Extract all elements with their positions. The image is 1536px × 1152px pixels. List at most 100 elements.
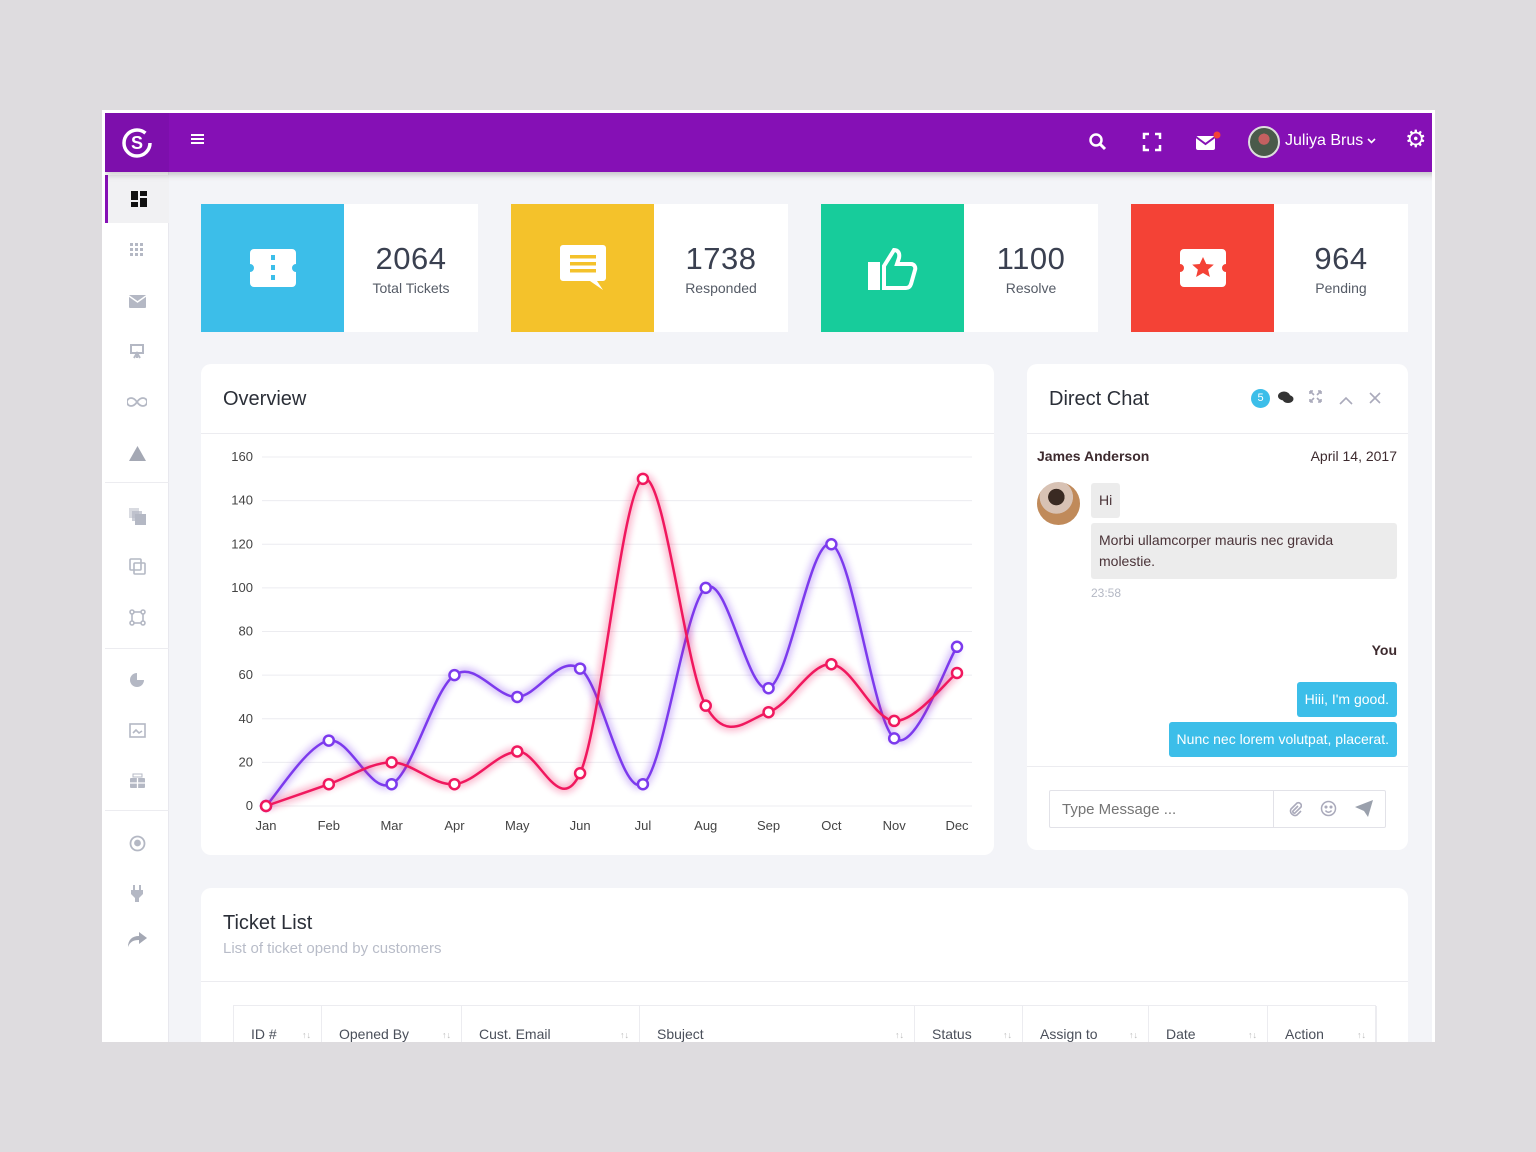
divider xyxy=(201,433,994,434)
data-point xyxy=(448,668,461,682)
y-tick-label: 80 xyxy=(239,624,253,639)
fullscreen-icon[interactable] xyxy=(1142,132,1162,157)
divider xyxy=(1027,433,1408,434)
sort-icon[interactable]: ↑↓ xyxy=(1248,1030,1257,1040)
sort-icon[interactable]: ↑↓ xyxy=(1129,1030,1138,1040)
column-header[interactable]: Status ↑↓ xyxy=(915,1006,1023,1042)
message-icon xyxy=(511,204,654,332)
y-tick-label: 100 xyxy=(231,580,253,595)
direct-chat-card: Direct Chat 5 James Anderson April 14, 2… xyxy=(1027,364,1408,850)
divider xyxy=(201,981,1408,982)
data-point xyxy=(887,714,901,728)
stat-card-pending: 964 Pending xyxy=(1131,204,1408,332)
x-tick-label: Aug xyxy=(694,818,717,833)
widgets-icon[interactable] xyxy=(105,757,169,805)
column-header[interactable]: Action ↑↓ xyxy=(1268,1006,1377,1042)
column-label: Cust. Email xyxy=(479,1026,551,1042)
column-label: Assign to xyxy=(1040,1026,1098,1042)
ticket-icon xyxy=(201,204,344,332)
stat-card-resolve: 1100 Resolve xyxy=(821,204,1098,332)
search-icon[interactable] xyxy=(1088,132,1108,157)
series-glow xyxy=(265,475,959,809)
data-point xyxy=(762,681,775,695)
x-tick-label: Jul xyxy=(635,818,652,833)
copy-icon[interactable] xyxy=(105,542,169,590)
sort-icon[interactable]: ↑↓ xyxy=(302,1030,311,1040)
collapse-icon[interactable] xyxy=(1339,392,1353,410)
plug-icon[interactable] xyxy=(105,869,169,917)
star-ticket-icon xyxy=(1131,204,1274,332)
layers-icon[interactable] xyxy=(105,492,169,540)
x-tick-label: Apr xyxy=(444,818,465,833)
top-bar: S Juliya Brus ⚙ xyxy=(105,113,1432,172)
presentation-icon[interactable] xyxy=(105,327,169,375)
pie-chart-icon[interactable] xyxy=(105,656,169,704)
overview-title: Overview xyxy=(223,388,307,410)
warning-icon[interactable] xyxy=(105,429,169,477)
emoji-icon[interactable] xyxy=(1320,800,1337,822)
user-name[interactable]: Juliya Brus xyxy=(1285,132,1364,149)
settings-icon[interactable]: ⚙ xyxy=(1405,126,1427,153)
stat-value: 1738 xyxy=(685,240,757,276)
stat-label: Total Tickets xyxy=(372,279,450,296)
paperclip-icon[interactable] xyxy=(1288,801,1303,822)
y-tick-label: 20 xyxy=(239,754,253,769)
x-tick-label: Dec xyxy=(945,818,969,833)
column-header[interactable]: Cust. Email ↑↓ xyxy=(462,1006,640,1042)
y-tick-label: 140 xyxy=(231,493,253,508)
image-icon[interactable] xyxy=(105,706,169,754)
chat-title: Direct Chat xyxy=(1049,388,1150,410)
sort-icon[interactable]: ↑↓ xyxy=(442,1030,451,1040)
menu-icon[interactable] xyxy=(191,132,205,151)
overview-card: Overview 0 20 40 60 80 100 120 140 160 Jan Feb Mar A… xyxy=(201,364,994,855)
close-icon[interactable] xyxy=(1369,391,1381,409)
sort-icon[interactable]: ↑↓ xyxy=(1003,1030,1012,1040)
x-tick-label: Jan xyxy=(256,818,277,833)
column-header[interactable]: ID # ↑↓ xyxy=(234,1006,322,1042)
sort-icon[interactable]: ↑↓ xyxy=(620,1030,629,1040)
x-tick-label: Jun xyxy=(570,818,591,833)
data-point xyxy=(825,538,838,551)
sort-icon[interactable]: ↑↓ xyxy=(1357,1030,1366,1040)
thumbs-up-icon xyxy=(821,204,964,332)
chat-bubbles-icon[interactable] xyxy=(1278,390,1294,409)
map-pin-icon[interactable] xyxy=(105,819,169,867)
user-menu[interactable]: Juliya Brus xyxy=(1285,132,1376,150)
data-point xyxy=(950,640,964,654)
user-avatar[interactable] xyxy=(1248,126,1280,158)
sort-icon[interactable]: ↑↓ xyxy=(895,1030,904,1040)
share-icon[interactable] xyxy=(105,916,169,964)
message-input[interactable] xyxy=(1050,791,1274,827)
message-time: 23:58 xyxy=(1091,586,1122,600)
data-point xyxy=(699,699,712,712)
column-header[interactable]: Opened By ↑↓ xyxy=(322,1006,462,1042)
column-label: Status xyxy=(932,1026,972,1042)
column-header[interactable]: Date ↑↓ xyxy=(1149,1006,1268,1042)
mail-icon[interactable] xyxy=(105,277,169,325)
mail-icon[interactable] xyxy=(1195,131,1221,158)
column-label: Action xyxy=(1285,1026,1324,1042)
send-icon[interactable] xyxy=(1355,800,1373,822)
column-header[interactable]: Sbuject ↑↓ xyxy=(640,1006,915,1042)
series-line-1 xyxy=(265,477,958,808)
dashboard-icon[interactable] xyxy=(105,175,169,223)
data-point xyxy=(322,777,336,791)
vector-icon[interactable] xyxy=(105,593,169,641)
logo[interactable]: S xyxy=(105,113,169,172)
sender-avatar[interactable] xyxy=(1037,482,1080,525)
x-tick-label: May xyxy=(505,818,530,833)
chevron-down-icon[interactable] xyxy=(1367,138,1376,144)
sidebar xyxy=(105,172,169,1042)
sender-name: James Anderson xyxy=(1037,448,1150,464)
column-header[interactable]: Assign to ↑↓ xyxy=(1023,1006,1149,1042)
y-tick-label: 120 xyxy=(231,536,253,551)
stat-value: 964 xyxy=(1314,240,1368,276)
apps-icon[interactable] xyxy=(105,226,169,274)
data-point xyxy=(385,756,398,769)
infinity-icon[interactable] xyxy=(105,378,169,426)
expand-icon[interactable] xyxy=(1309,390,1322,408)
data-point xyxy=(448,777,461,791)
data-point xyxy=(259,799,273,813)
data-point xyxy=(636,472,650,486)
stat-card-responded: 1738 Responded xyxy=(511,204,788,332)
